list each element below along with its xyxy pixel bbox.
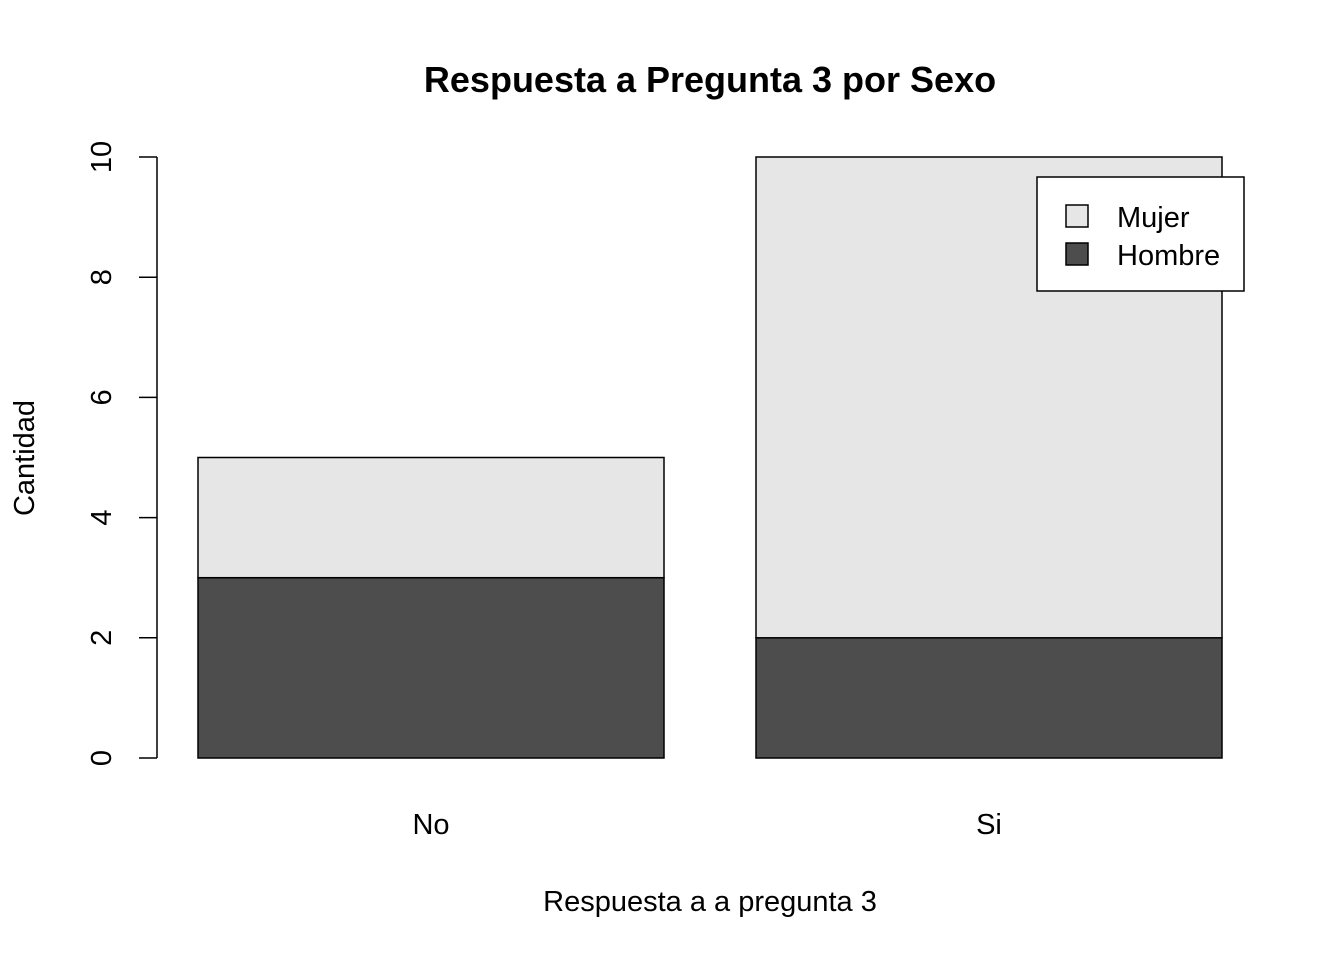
y-tick-label: 10 [86, 141, 118, 173]
bar-no-mujer [197, 456, 665, 579]
legend-label-hombre: Hombre [1117, 240, 1220, 272]
y-axis: 0 2 4 6 8 10 [86, 141, 158, 766]
x-tick-label: No [412, 809, 449, 841]
y-axis-label: Cantidad [9, 400, 41, 516]
legend-swatch-mujer [1065, 204, 1089, 228]
y-tick-label: 4 [86, 510, 118, 526]
bar-si-hombre [755, 637, 1223, 759]
legend-label-mujer: Mujer [1117, 202, 1190, 234]
x-axis-label: Respuesta a a pregunta 3 [543, 886, 877, 918]
y-tick-label: 2 [86, 630, 118, 646]
y-tick-label: 8 [86, 269, 118, 285]
y-tick-label: 6 [86, 389, 118, 405]
x-tick-labels: No Si [412, 809, 1001, 841]
legend: Mujer Hombre [1036, 176, 1245, 292]
legend-box [1036, 176, 1245, 292]
x-tick-label: Si [976, 809, 1002, 841]
legend-swatch-hombre [1065, 242, 1089, 266]
chart-title: Respuesta a Pregunta 3 por Sexo [424, 59, 996, 100]
bar-no-hombre [197, 576, 665, 759]
y-tick-label: 0 [86, 750, 118, 766]
